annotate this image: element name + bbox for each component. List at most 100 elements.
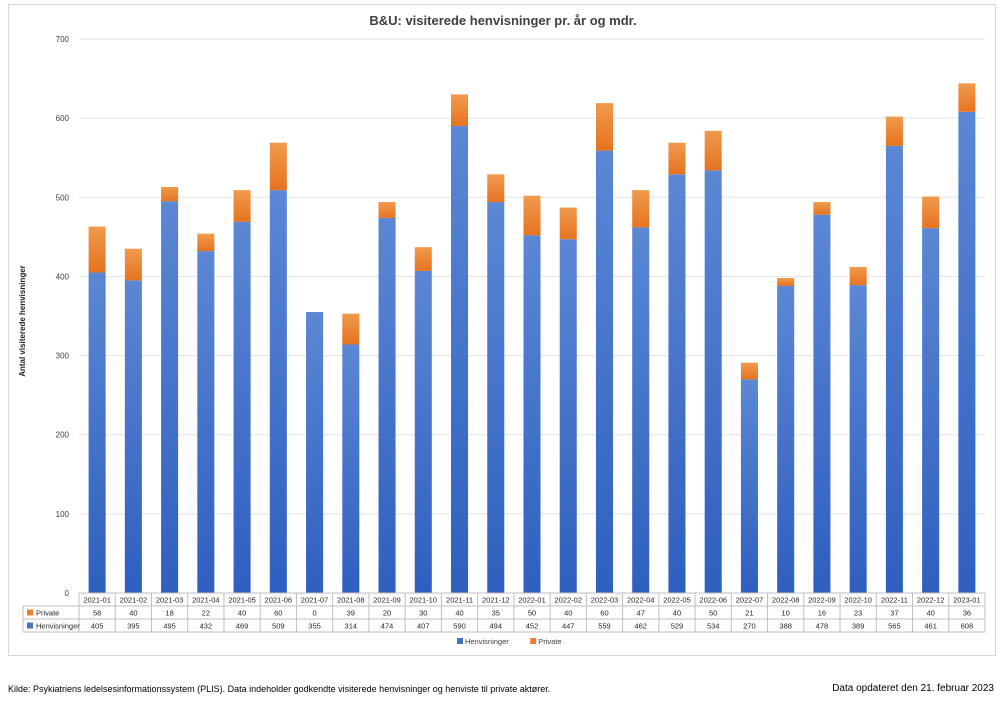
bar-henvisninger bbox=[378, 217, 396, 593]
legend-swatch bbox=[530, 638, 537, 644]
table-value: 36 bbox=[963, 609, 971, 618]
bar-henvisninger bbox=[559, 239, 577, 593]
category-label: 2022-12 bbox=[917, 596, 945, 605]
y-tick-label: 300 bbox=[56, 352, 70, 361]
table-value: 608 bbox=[961, 622, 974, 631]
table-value: 432 bbox=[200, 622, 213, 631]
table-row-label: Henvisninger bbox=[36, 622, 80, 631]
legend: Henvisninger Private bbox=[457, 637, 562, 646]
category-label: 2022-02 bbox=[554, 596, 582, 605]
bar-private bbox=[559, 207, 577, 240]
category-label: 2021-09 bbox=[373, 596, 401, 605]
y-tick-label: 500 bbox=[56, 193, 70, 202]
table-legend-key bbox=[27, 622, 33, 629]
bar-private bbox=[740, 362, 758, 380]
bar-private bbox=[451, 94, 469, 127]
table-value: 405 bbox=[91, 622, 104, 631]
table-value: 23 bbox=[854, 609, 862, 618]
table-value: 462 bbox=[634, 622, 647, 631]
y-tick-label: 700 bbox=[56, 35, 70, 44]
bar-private bbox=[958, 83, 976, 112]
bar-henvisninger bbox=[740, 379, 758, 593]
table-value: 565 bbox=[888, 622, 901, 631]
table-legend-key bbox=[27, 609, 33, 616]
bar-private bbox=[813, 202, 831, 215]
category-label: 2021-04 bbox=[192, 596, 220, 605]
table-value: 478 bbox=[816, 622, 829, 631]
table-value: 495 bbox=[163, 622, 176, 631]
bar-private bbox=[885, 116, 903, 146]
bar-private bbox=[124, 248, 142, 281]
table-value: 50 bbox=[709, 609, 717, 618]
bar-henvisninger bbox=[233, 221, 251, 593]
table-row-label: Private bbox=[36, 609, 59, 618]
table-value: 40 bbox=[455, 609, 463, 618]
category-label: 2021-10 bbox=[410, 596, 438, 605]
category-label: 2021-06 bbox=[265, 596, 293, 605]
category-label: 2022-06 bbox=[699, 596, 727, 605]
table-value: 590 bbox=[453, 622, 466, 631]
table-value: 529 bbox=[671, 622, 684, 631]
bar-henvisninger bbox=[922, 228, 940, 593]
table-value: 559 bbox=[598, 622, 611, 631]
bar-private bbox=[414, 247, 432, 271]
bar-private bbox=[88, 226, 106, 273]
bar-private bbox=[233, 190, 251, 222]
bar-henvisninger bbox=[88, 272, 106, 593]
category-label: 2022-09 bbox=[808, 596, 836, 605]
table-value: 395 bbox=[127, 622, 140, 631]
bar-henvisninger bbox=[849, 285, 867, 593]
table-value: 47 bbox=[637, 609, 645, 618]
table-value: 18 bbox=[165, 609, 173, 618]
category-label: 2021-02 bbox=[120, 596, 148, 605]
bar-henvisninger bbox=[885, 145, 903, 594]
table-value: 447 bbox=[562, 622, 575, 631]
bar-henvisninger bbox=[306, 312, 324, 593]
table-value: 50 bbox=[528, 609, 536, 618]
bar-private bbox=[777, 278, 795, 286]
bar-private bbox=[922, 196, 940, 229]
bar-henvisninger bbox=[451, 126, 469, 594]
bar-private bbox=[269, 142, 287, 191]
bar-henvisninger bbox=[124, 280, 142, 593]
table-value: 0 bbox=[312, 609, 316, 618]
table-value: 469 bbox=[236, 622, 249, 631]
category-label: 2021-03 bbox=[156, 596, 184, 605]
y-tick-label: 0 bbox=[65, 589, 70, 598]
category-label: 2021-07 bbox=[301, 596, 329, 605]
table-value: 389 bbox=[852, 622, 865, 631]
table-value: 40 bbox=[926, 609, 934, 618]
bar-henvisninger bbox=[958, 111, 976, 593]
bar-henvisninger bbox=[595, 150, 613, 593]
category-label: 2021-12 bbox=[482, 596, 510, 605]
bar-private bbox=[704, 130, 722, 171]
chart-title: B&U: visiterede henvisninger pr. år og m… bbox=[369, 13, 636, 28]
table-value: 509 bbox=[272, 622, 285, 631]
table-value: 40 bbox=[238, 609, 246, 618]
y-tick-label: 200 bbox=[56, 431, 70, 440]
legend-label: Henvisninger bbox=[465, 637, 509, 646]
legend-label: Private bbox=[538, 637, 561, 646]
chart-svg: B&U: visiterede henvisninger pr. år og m… bbox=[18, 13, 986, 646]
category-label: 2022-08 bbox=[772, 596, 800, 605]
table-value: 60 bbox=[600, 609, 608, 618]
bar-henvisninger bbox=[342, 344, 360, 593]
category-label: 2022-11 bbox=[881, 596, 908, 605]
table-value: 534 bbox=[707, 622, 720, 631]
y-tick-label: 100 bbox=[56, 510, 70, 519]
bar-private bbox=[197, 233, 215, 252]
category-label: 2022-03 bbox=[591, 596, 619, 605]
category-label: 2021-05 bbox=[228, 596, 256, 605]
bar-private bbox=[668, 142, 686, 175]
table-value: 37 bbox=[890, 609, 898, 618]
table-value: 314 bbox=[345, 622, 358, 631]
category-label: 2022-10 bbox=[844, 596, 872, 605]
table-value: 35 bbox=[492, 609, 500, 618]
category-label: 2022-05 bbox=[663, 596, 691, 605]
table-value: 10 bbox=[782, 609, 790, 618]
chart-frame: B&U: visiterede henvisninger pr. år og m… bbox=[8, 4, 996, 656]
table-value: 461 bbox=[924, 622, 937, 631]
table-value: 40 bbox=[673, 609, 681, 618]
bar-henvisninger bbox=[632, 227, 650, 594]
table-value: 270 bbox=[743, 622, 756, 631]
